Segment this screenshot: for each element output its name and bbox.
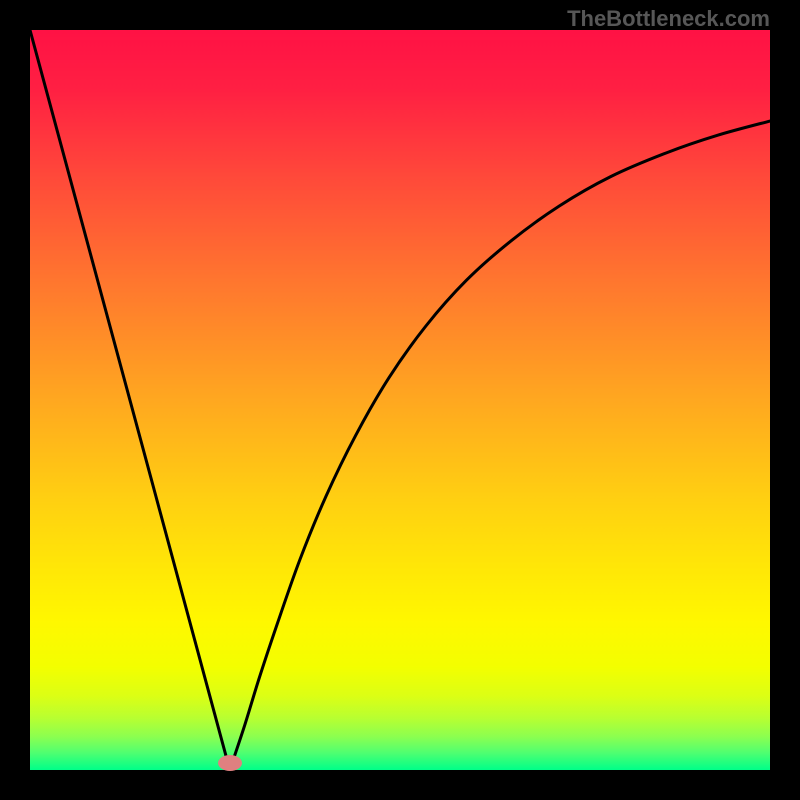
plot-area bbox=[30, 30, 770, 770]
bottleneck-curve bbox=[30, 30, 770, 770]
curve-layer bbox=[30, 30, 770, 770]
watermark-text: TheBottleneck.com bbox=[567, 6, 770, 32]
chart-container: TheBottleneck.com bbox=[0, 0, 800, 800]
vertex-marker bbox=[218, 755, 242, 771]
